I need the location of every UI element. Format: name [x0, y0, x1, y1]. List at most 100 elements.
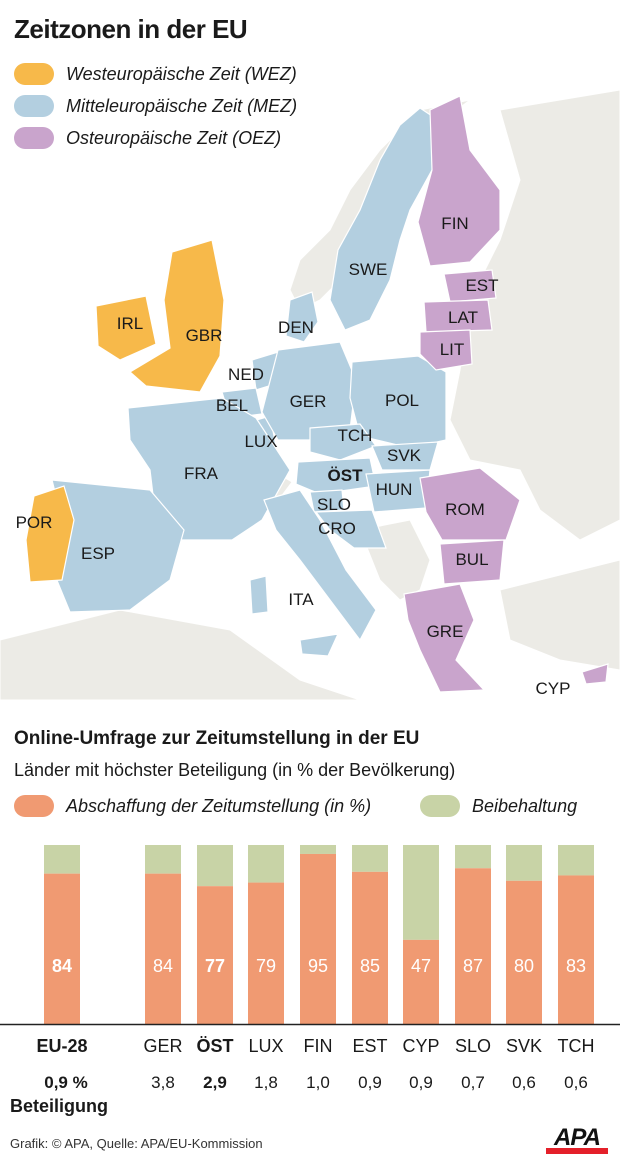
participation-cyp: 0,9 [409, 1073, 433, 1092]
zone-wez [25, 239, 225, 583]
x-label-slo: SLO [454, 1036, 492, 1056]
participation-ger: 3,8 [151, 1073, 175, 1092]
data-label-tch: 83 [566, 956, 586, 976]
country-label-gre: GRE [426, 622, 464, 641]
country-tch [309, 423, 377, 461]
country-label-por: POR [15, 513, 53, 532]
participation-label: Beteiligung [10, 1096, 108, 1116]
bar-keep-eu28 [44, 845, 80, 874]
map-svg [0, 89, 620, 701]
country-por [25, 485, 75, 583]
data-label-eu28: 84 [52, 956, 72, 976]
data-label-est: 85 [360, 956, 380, 976]
country-label-tch: TCH [337, 426, 373, 445]
data-label-slo: 87 [463, 956, 483, 976]
x-label-svk: SVK [505, 1036, 543, 1056]
country-label-lat: LAT [448, 308, 478, 327]
zone-mez [51, 107, 447, 657]
bar-keep-lux [248, 845, 284, 883]
country-label-cro: CRO [318, 519, 356, 538]
x-label-fin: FIN [303, 1036, 333, 1056]
bar-keep-est [352, 845, 388, 872]
country-ita-sardinia [249, 575, 269, 615]
country-label-ost: ÖST [327, 466, 363, 485]
chart-legend-keep: Beibehaltung [420, 795, 577, 817]
country-gre [403, 583, 486, 693]
participation-svk: 0,6 [512, 1073, 536, 1092]
participation-lux: 1,8 [254, 1073, 278, 1092]
country-lat [423, 299, 493, 333]
country-label-est: EST [465, 276, 499, 295]
data-label-ger: 84 [153, 956, 173, 976]
country-ost [295, 457, 377, 495]
country-est [443, 269, 497, 303]
participation-slo: 0,7 [461, 1073, 485, 1092]
apa-logo: APA [546, 1124, 608, 1154]
x-label-tch: TCH [557, 1036, 595, 1056]
legend-swatch-oez [14, 127, 54, 149]
country-den [285, 291, 319, 343]
land-africa [0, 609, 361, 701]
x-label-est: EST [352, 1036, 388, 1056]
chart-subtitle: Länder mit höchster Beteiligung (in % de… [14, 760, 456, 780]
legend-swatch-wez [14, 63, 54, 85]
bar-abolish-st [197, 886, 233, 1024]
country-label-fra: FRA [184, 464, 218, 483]
participation-tch: 0,6 [564, 1073, 588, 1092]
x-label-lux: LUX [248, 1036, 284, 1056]
country-label-lit: LIT [439, 340, 465, 359]
country-label-irl: IRL [116, 314, 144, 333]
bar-keep-tch [558, 845, 594, 876]
country-swe [329, 107, 439, 331]
country-ita-sicily [299, 633, 340, 657]
bar-abolish-eu28 [44, 873, 80, 1024]
legend-label-abolish: Abschaffung der Zeitumstellung (in %) [66, 795, 372, 816]
participation-eu28: 0,9 % [44, 1073, 88, 1092]
country-cyp [581, 663, 609, 685]
legend-label-oez: Osteuropäische Zeit (OEZ) [66, 127, 282, 148]
legend-label-wez: Westeuropäische Zeit (WEZ) [66, 63, 297, 84]
chart-title: Online-Umfrage zur Zeitumstellung in der… [14, 728, 420, 749]
country-bul [439, 539, 505, 585]
apa-logo-bar [546, 1148, 608, 1154]
bar-abolish-ger [145, 873, 181, 1024]
country-label-hun: HUN [375, 480, 413, 499]
country-cro [314, 509, 387, 549]
country-label-esp: ESP [80, 544, 116, 563]
bar-keep-fin [300, 845, 336, 854]
country-label-ita: ITA [288, 590, 314, 609]
data-label-cyp: 47 [411, 956, 431, 976]
chart-legend-abolish: Abschaffung der Zeitumstellung (in %) [14, 795, 371, 817]
country-label-cyp: CYP [535, 679, 571, 698]
bar-abolish-tch [558, 875, 594, 1024]
country-label-swe: SWE [348, 260, 388, 279]
land-east [449, 89, 620, 541]
x-label-ger: GER [143, 1036, 183, 1056]
bar-keep-cyp [403, 845, 439, 940]
bar-abolish-cyp [403, 939, 439, 1024]
participation-est: 0,9 [358, 1073, 382, 1092]
eu-timezone-map: Zeitzonen in der EU Westeuropäische Zeit… [0, 14, 620, 701]
legend-swatch-keep [420, 795, 460, 817]
country-fin [417, 95, 501, 267]
bar-keep-st [197, 845, 233, 887]
map-title: Zeitzonen in der EU [14, 14, 248, 44]
zone-oez [403, 95, 609, 693]
legend-swatch-abolish [14, 795, 54, 817]
bar-keep-slo [455, 845, 491, 869]
data-label-svk: 80 [514, 956, 534, 976]
country-label-lux: LUX [244, 432, 278, 451]
bar-keep-svk [506, 845, 542, 881]
bar-abolish-est [352, 871, 388, 1024]
country-label-fin: FIN [441, 214, 469, 233]
country-fra [127, 397, 291, 541]
country-ita [263, 489, 377, 642]
country-label-pol: POL [384, 391, 420, 410]
country-label-slo: SLO [316, 495, 352, 514]
data-label-st: 77 [205, 956, 225, 976]
map-legend: Westeuropäische Zeit (WEZ) Mitteleuropäi… [14, 58, 297, 154]
country-label-bul: BUL [455, 550, 489, 569]
country-label-ned: NED [228, 365, 264, 384]
source-credit: Grafik: © APA, Quelle: APA/EU-Kommission [10, 1136, 263, 1151]
country-label-svk: SVK [386, 446, 422, 465]
